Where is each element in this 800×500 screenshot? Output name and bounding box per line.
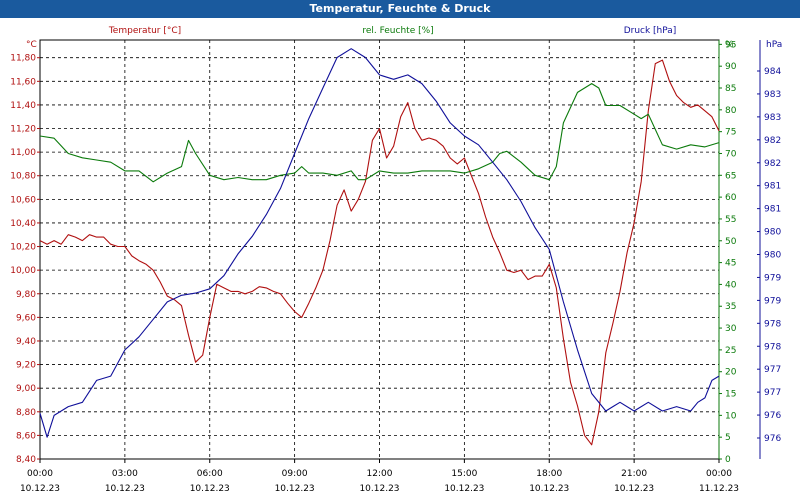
pressure-tick-label: 983 [764, 113, 781, 123]
temp-tick-label: 10,80 [10, 172, 36, 182]
x-tick-time: 18:00 [536, 469, 562, 479]
pressure-tick-label: 979 [764, 296, 781, 306]
humidity-tick-label: 50 [725, 237, 737, 247]
x-tick-date: 10.12.23 [275, 484, 315, 494]
x-tick-time: 00:00 [27, 469, 53, 479]
pressure-tick-label: 977 [764, 365, 781, 375]
temp-tick-label: 8,80 [16, 408, 36, 418]
series-group [39, 48, 720, 446]
tick-labels: 8,40 8,60 8,80 9,00 9,20 9,40 9,60 9,80 10,00 10,… [10, 40, 782, 494]
x-tick-date: 11.12.23 [699, 484, 739, 494]
temp-tick-label: 8,60 [16, 431, 36, 441]
grid [37, 40, 761, 463]
pressure-tick-label: 982 [764, 136, 781, 146]
pressure-tick-label: 978 [764, 342, 781, 352]
humidity-tick-label: 20 [725, 368, 737, 378]
humidity-tick-label: 25 [725, 346, 736, 356]
pressure-tick-label: 978 [764, 319, 781, 329]
humidity-tick-label: 60 [725, 193, 737, 203]
pressure-tick-label: 984 [764, 67, 781, 77]
temp-tick-label: 11,40 [10, 101, 36, 111]
pressure-tick-label: 980 [764, 251, 781, 261]
pressure-tick-label: 983 [764, 90, 781, 100]
temp-tick-label: 10,60 [10, 195, 36, 205]
pressure-tick-label: 981 [764, 205, 781, 215]
humidity-tick-label: 35 [725, 302, 736, 312]
series-line-humidity [39, 83, 720, 183]
window-title: Temperatur, Feuchte & Druck [0, 0, 800, 18]
series-line-pressure [39, 48, 720, 438]
temp-tick-label: 9,60 [16, 313, 36, 323]
x-tick-date: 10.12.23 [20, 484, 60, 494]
humidity-tick-label: 10 [725, 411, 737, 421]
humidity-tick-label: 30 [725, 324, 737, 334]
pressure-tick-label: 976 [764, 411, 781, 421]
temp-tick-label: 9,20 [16, 361, 36, 371]
legend-label-humidity: rel. Feuchte [%] [362, 26, 433, 36]
legend: Temperatur [°C] rel. Feuchte [%] Druck [hP… [108, 26, 676, 36]
temp-tick-label: 9,80 [16, 290, 36, 300]
x-tick-time: 12:00 [367, 469, 393, 479]
x-tick-time: 15:00 [451, 469, 477, 479]
humidity-unit-label: % [725, 40, 734, 50]
temp-tick-label: 10,40 [10, 219, 36, 229]
humidity-tick-label: 5 [725, 433, 731, 443]
x-tick-time: 00:00 [706, 469, 732, 479]
x-tick-date: 10.12.23 [444, 484, 484, 494]
humidity-tick-label: 65 [725, 171, 736, 181]
temp-tick-label: 10,20 [10, 243, 36, 253]
humidity-tick-label: 70 [725, 149, 737, 159]
humidity-tick-label: 45 [725, 259, 736, 269]
temp-tick-label: 11,60 [10, 77, 36, 87]
pressure-tick-label: 981 [764, 182, 781, 192]
temp-tick-label: 9,00 [16, 384, 36, 394]
x-tick-date: 10.12.23 [529, 484, 569, 494]
temp-unit-label: °C [26, 40, 37, 50]
temp-tick-label: 11,00 [10, 148, 36, 158]
pressure-tick-label: 976 [764, 434, 781, 444]
series-line-temperature [39, 59, 720, 446]
humidity-tick-label: 0 [725, 455, 731, 465]
temp-tick-label: 9,40 [16, 337, 36, 347]
temp-tick-label: 8,40 [16, 455, 36, 465]
pressure-tick-label: 979 [764, 273, 781, 283]
humidity-tick-label: 90 [725, 62, 737, 72]
temp-tick-label: 11,20 [10, 125, 36, 135]
humidity-tick-label: 55 [725, 215, 736, 225]
x-tick-date: 10.12.23 [190, 484, 230, 494]
x-tick-date: 10.12.23 [105, 484, 145, 494]
x-tick-time: 06:00 [197, 469, 223, 479]
x-tick-date: 10.12.23 [614, 484, 654, 494]
humidity-tick-label: 85 [725, 84, 736, 94]
pressure-tick-label: 982 [764, 159, 781, 169]
humidity-tick-label: 40 [725, 280, 737, 290]
temp-tick-label: 11,80 [10, 54, 36, 64]
x-tick-time: 09:00 [282, 469, 308, 479]
x-tick-date: 10.12.23 [359, 484, 399, 494]
legend-label-pressure: Druck [hPa] [624, 26, 677, 36]
humidity-tick-label: 75 [725, 128, 736, 138]
x-tick-time: 03:00 [112, 469, 138, 479]
pressure-tick-label: 980 [764, 228, 781, 238]
temp-tick-label: 10,00 [10, 266, 36, 276]
legend-label-temperature: Temperatur [°C] [108, 26, 181, 36]
pressure-unit-label: hPa [766, 40, 782, 50]
humidity-tick-label: 80 [725, 106, 737, 116]
x-tick-time: 21:00 [621, 469, 647, 479]
humidity-tick-label: 95 [725, 40, 736, 50]
humidity-tick-label: 15 [725, 390, 736, 400]
pressure-tick-label: 977 [764, 388, 781, 398]
